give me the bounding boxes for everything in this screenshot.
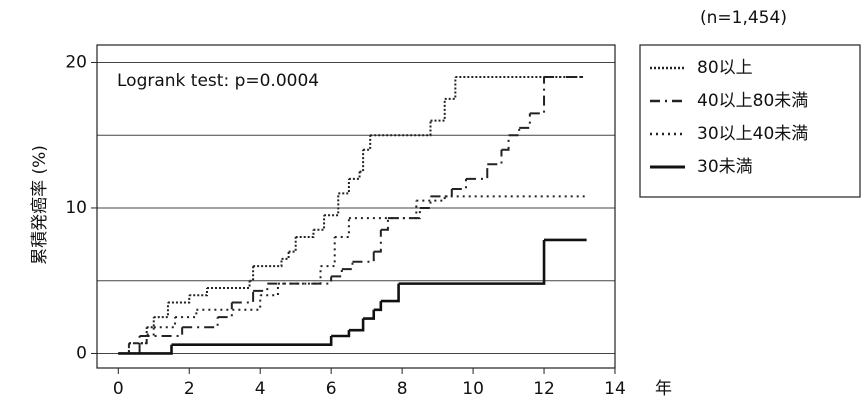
x-tick-label: 6 [326, 379, 337, 399]
step-segment [416, 196, 446, 202]
step-segment [430, 189, 453, 198]
subtitle: (n=1,454) [700, 8, 787, 28]
step-segment [331, 269, 343, 278]
step-segment [324, 193, 340, 217]
step-segment [253, 283, 269, 292]
step-segment [419, 196, 432, 209]
step-segment [341, 261, 354, 271]
y-tick-label: 0 [76, 343, 87, 363]
step-segment [182, 317, 219, 329]
step-segment [118, 343, 130, 355]
step-segment [451, 178, 467, 191]
x-tick-label: 8 [397, 379, 408, 399]
step-segment [253, 258, 283, 268]
step-segment [501, 135, 510, 151]
step-segment [281, 251, 290, 260]
step-segment [128, 327, 148, 345]
step-segment [373, 229, 382, 253]
step-segment [217, 302, 233, 319]
step-segment [295, 229, 315, 239]
step-segment [206, 280, 251, 289]
step-segment [196, 295, 262, 311]
step-segment [348, 318, 365, 332]
step-segment [118, 344, 173, 355]
step-segment [167, 295, 191, 304]
y-axis-label: 累積発癌率 (%) [30, 145, 50, 265]
x-tick-label: 10 [462, 379, 484, 399]
step-segment [363, 309, 376, 320]
y-tick-label: 10 [65, 198, 87, 218]
y-tick-label: 20 [65, 52, 87, 72]
step-segment [320, 237, 336, 268]
x-tick-label: 14 [604, 379, 626, 399]
step-segment [267, 276, 333, 285]
step-segment [529, 77, 546, 115]
x-axis-label: 年 [655, 379, 672, 399]
step-segment [359, 149, 365, 173]
plot-frame [96, 44, 616, 369]
step-segment [331, 330, 351, 338]
step-segment [519, 113, 531, 129]
step-segment [380, 283, 400, 303]
step-segment [175, 309, 198, 319]
step-segment [508, 127, 521, 137]
step-segment [146, 317, 155, 329]
step-segment [380, 218, 389, 231]
step-segment [444, 77, 457, 100]
legend-label: 30以上40未満 [697, 124, 808, 144]
step-segment [363, 135, 372, 151]
step-segment [348, 200, 418, 220]
step-segment [146, 327, 155, 336]
step-segment [288, 237, 297, 253]
legend-box [639, 44, 861, 198]
annotation: Logrank test: p=0.0004 [117, 71, 319, 91]
legend-label: 40以上80未満 [697, 91, 808, 111]
step-segment [352, 251, 375, 263]
step-segment [171, 335, 333, 347]
step-segment [118, 343, 130, 355]
step-segment [338, 178, 350, 195]
step-segment [370, 120, 432, 137]
legend-label: 80以上 [697, 58, 753, 78]
step-segment [313, 215, 326, 231]
step-segment [465, 164, 489, 180]
step-segment [189, 287, 208, 297]
step-segment [153, 317, 177, 329]
step-segment [430, 98, 446, 122]
step-segment [373, 301, 383, 312]
step-segment [334, 218, 350, 239]
legend-label: 30未満 [697, 157, 753, 177]
x-tick-label: 4 [255, 379, 266, 399]
step-segment [348, 171, 361, 180]
step-segment [398, 239, 546, 285]
x-tick-label: 12 [533, 379, 555, 399]
step-segment [153, 302, 169, 319]
step-segment [260, 283, 279, 297]
step-segment [387, 207, 421, 220]
x-tick-label: 0 [113, 379, 124, 399]
step-segment [277, 266, 322, 285]
step-segment [139, 327, 184, 337]
step-segment [249, 266, 255, 282]
step-segment [231, 290, 255, 304]
x-tick-label: 2 [184, 379, 195, 399]
step-segment [487, 149, 503, 166]
